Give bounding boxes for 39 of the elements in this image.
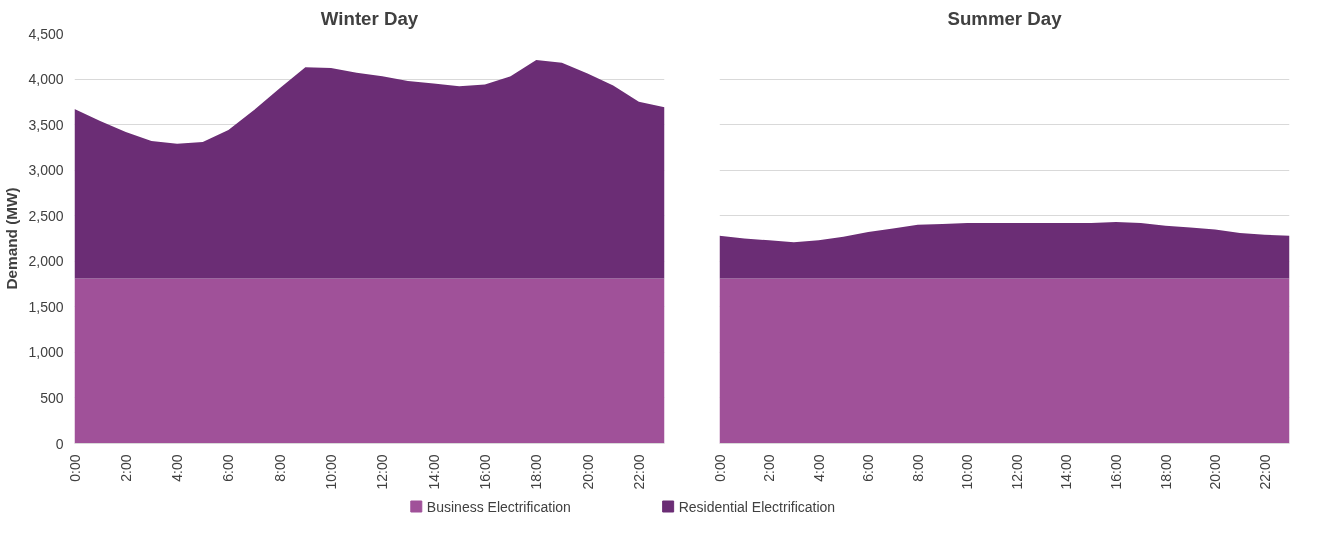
x-tick-label: 2:00 xyxy=(761,454,778,482)
x-tick-label: 22:00 xyxy=(630,454,647,490)
legend-label: Business Electrification xyxy=(426,498,571,515)
x-tick-label: 6:00 xyxy=(860,454,877,482)
chart-title: Summer Day xyxy=(947,7,1063,29)
x-tick-label: 6:00 xyxy=(220,454,237,482)
y-tick-label: 1,000 xyxy=(28,344,64,361)
x-tick-label: 14:00 xyxy=(1058,454,1075,490)
x-tick-label: 20:00 xyxy=(1207,454,1224,490)
x-tick-label: 4:00 xyxy=(169,454,186,482)
x-tick-label: 12:00 xyxy=(1008,454,1025,490)
x-tick-label: 0:00 xyxy=(711,454,728,482)
x-tick-label: 10:00 xyxy=(959,454,976,490)
x-tick-label: 2:00 xyxy=(117,454,134,482)
x-tick-label: 8:00 xyxy=(909,454,926,482)
legend-label: Residential Electrification xyxy=(678,498,836,515)
y-tick-label: 500 xyxy=(40,389,64,406)
x-tick-label: 14:00 xyxy=(425,454,442,490)
y-tick-label: 1,500 xyxy=(28,298,64,315)
x-tick-label: 22:00 xyxy=(1256,454,1273,490)
y-axis-title: Demand (MW) xyxy=(3,187,21,290)
y-tick-label: 4,500 xyxy=(28,25,64,42)
x-tick-label: 18:00 xyxy=(528,454,545,490)
chart-title: Winter Day xyxy=(320,7,419,29)
x-tick-label: 16:00 xyxy=(1108,454,1125,490)
y-tick-label: 3,500 xyxy=(28,116,64,133)
x-tick-label: 18:00 xyxy=(1157,454,1174,490)
y-tick-label: 4,000 xyxy=(28,71,64,88)
x-tick-label: 20:00 xyxy=(579,454,596,490)
x-tick-label: 0:00 xyxy=(66,454,83,482)
x-tick-label: 8:00 xyxy=(271,454,288,482)
y-tick-label: 0 xyxy=(55,435,64,452)
x-tick-label: 10:00 xyxy=(323,454,340,490)
x-tick-label: 12:00 xyxy=(374,454,391,490)
x-tick-label: 16:00 xyxy=(476,454,493,490)
x-tick-label: 4:00 xyxy=(810,454,827,482)
y-tick-label: 3,000 xyxy=(28,162,64,179)
y-tick-label: 2,500 xyxy=(28,207,64,224)
y-tick-label: 2,000 xyxy=(28,253,64,270)
